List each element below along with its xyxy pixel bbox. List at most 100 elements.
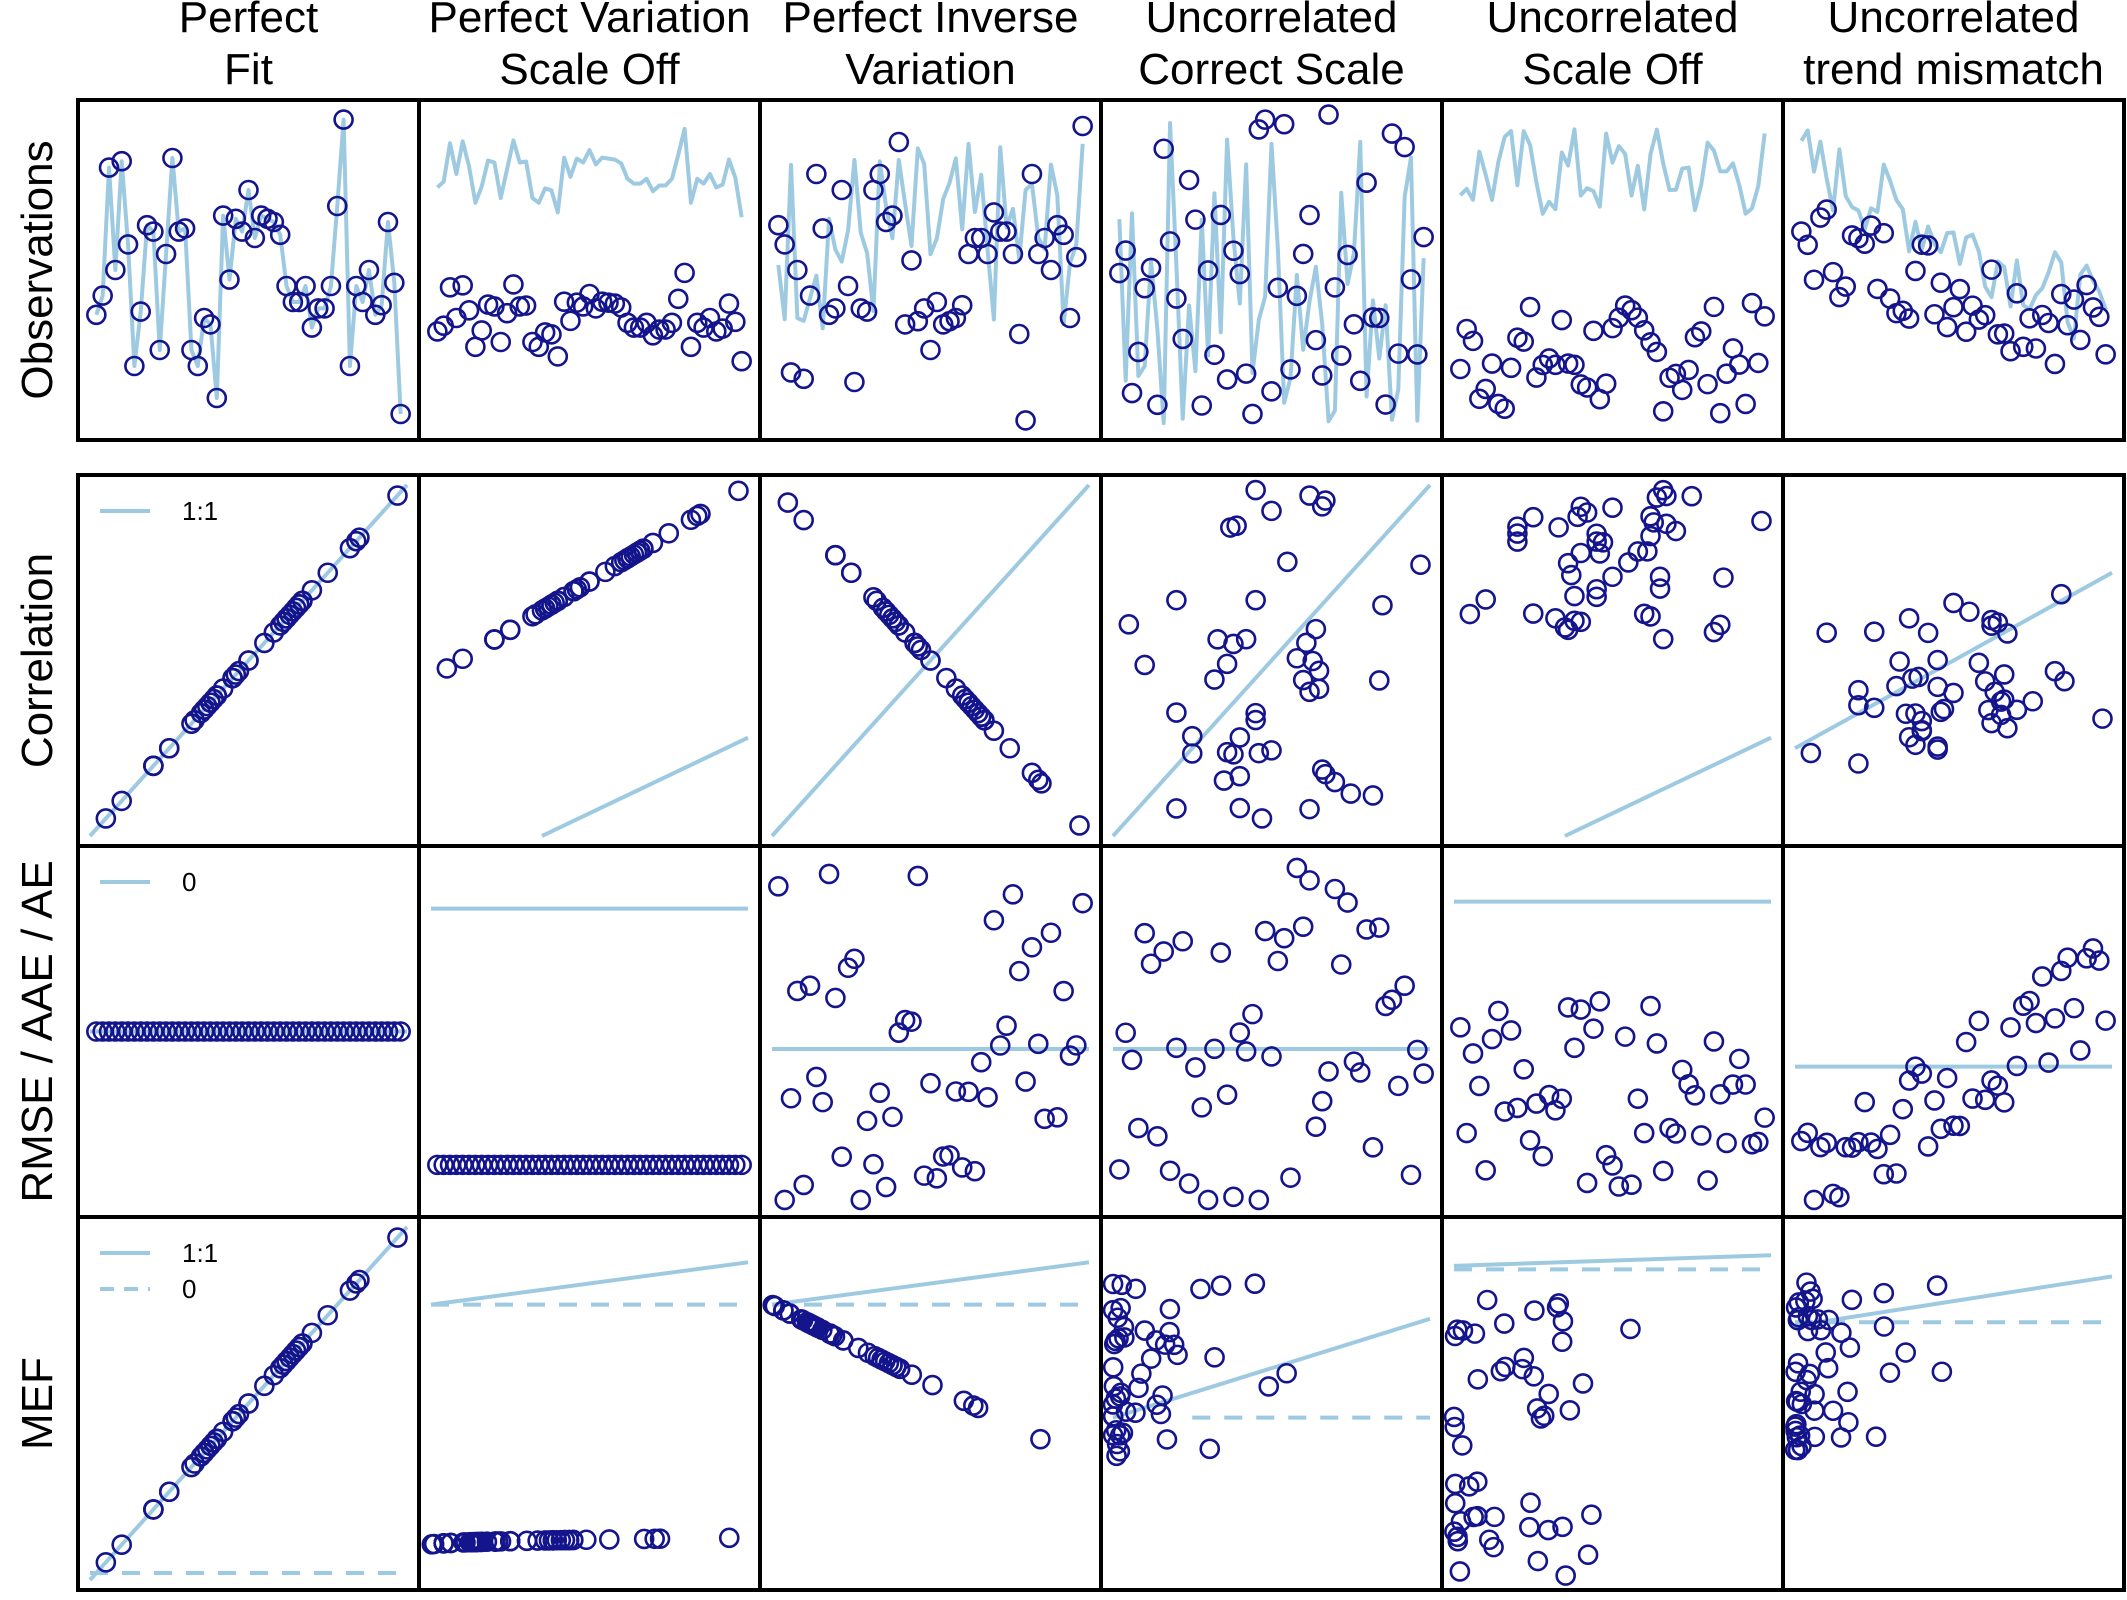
observation-point [484,296,505,317]
observation-point [1375,394,1396,415]
observation-point [98,157,120,178]
observation-point [1917,235,1939,256]
correlation-point [1751,510,1772,532]
error-point [1854,1091,1876,1113]
observation-point [1911,234,1933,255]
observation-point [1311,365,1333,386]
error-point [1305,1116,1327,1137]
mef-point [1140,1348,1162,1369]
error-point [731,1154,752,1176]
error-point [1633,1122,1655,1144]
error-point [1735,1074,1756,1095]
observation-point [1337,244,1358,266]
error-point [1816,1132,1837,1154]
error-point [1943,1115,1964,1136]
observation-point [2076,274,2097,296]
correlation-point [1181,743,1203,764]
observation-point [1564,354,1585,376]
observation-point [92,285,113,306]
correlation-point [1296,632,1317,654]
observation-point [149,339,171,361]
observation-point [143,221,164,242]
observation-point [1488,393,1509,415]
correlation-point [1993,664,2015,685]
observation-point [2000,340,2021,362]
error-point [799,975,821,996]
error-point [1172,930,1194,952]
observation-point [1532,354,1554,376]
observation-point [1614,295,1636,316]
error-point [1153,941,1175,962]
observation-point [1134,277,1155,299]
observation-point [1197,260,1219,281]
correlation-point [1507,523,1528,544]
correlation-point [200,692,221,713]
panel-frame [1781,98,2126,442]
error-point [768,876,789,897]
mef-point [1873,1282,1895,1304]
correlation-point [1602,497,1623,518]
observation-point [1235,363,1257,384]
observation-point [1368,307,1390,329]
mef-point [1449,1561,1471,1582]
observation-point [1407,344,1428,365]
error-point [793,1174,815,1196]
correlation-point [888,615,910,636]
error-point [1475,1160,1496,1181]
correlation-point [1459,603,1481,625]
observation-point [1115,240,1136,261]
correlation-point [349,527,370,548]
error-point [2050,960,2072,982]
mef-point [833,1330,854,1351]
observation-point [1381,123,1403,144]
correlation-point [983,720,1005,742]
mef-point [1815,1342,1837,1363]
error-point [1121,1049,1143,1071]
observation-point [1513,331,1535,352]
error-point [1280,1167,1301,1188]
observation-point [907,310,929,332]
observation-point [1993,323,2015,344]
column-title-perfect_variation_scale_off-line-0: Perfect Variation [428,0,750,42]
mef-point [1787,1353,1809,1374]
observation-point [1583,320,1604,342]
correlation-point [1134,654,1155,676]
observation-point [295,275,316,297]
mef-point [461,1531,483,1553]
error-point [1362,1137,1384,1158]
correlation-point [1277,551,1298,573]
error-point [2038,1052,2059,1073]
mef-point [1513,1347,1535,1369]
observation-point [1185,209,1206,230]
observation-point [964,227,986,249]
error-point [1993,1092,2015,1113]
panel-correlation-perfect_fit [76,473,421,848]
observation-point [1400,269,1422,290]
observation-line [1117,120,1426,426]
observation-point [471,320,493,341]
observation-point [1462,330,1484,352]
mef-point [1789,1425,1811,1446]
mef-point [499,1530,521,1552]
observation-point [913,298,935,319]
error-point [390,1021,411,1042]
observation-point [212,205,234,226]
one-to-one-line [541,735,749,838]
correlation-point [317,562,339,584]
correlation-point [904,632,925,654]
mef-point [805,1316,826,1337]
mef-point [1490,1360,1512,1382]
observation-point [490,331,512,353]
correlation-point [882,608,903,629]
mef-point [882,1354,903,1376]
observation-point [572,296,594,317]
observation-point [1223,240,1244,261]
correlation-point [1981,615,2002,636]
error-point [1873,1163,1895,1185]
correlation-point [254,632,275,654]
observation-point [155,243,177,265]
observation-point [844,371,865,393]
panel-mef-uncorrelated_scale_off [1440,1215,1785,1592]
error-point [869,1082,891,1103]
error-point [958,1081,979,1103]
